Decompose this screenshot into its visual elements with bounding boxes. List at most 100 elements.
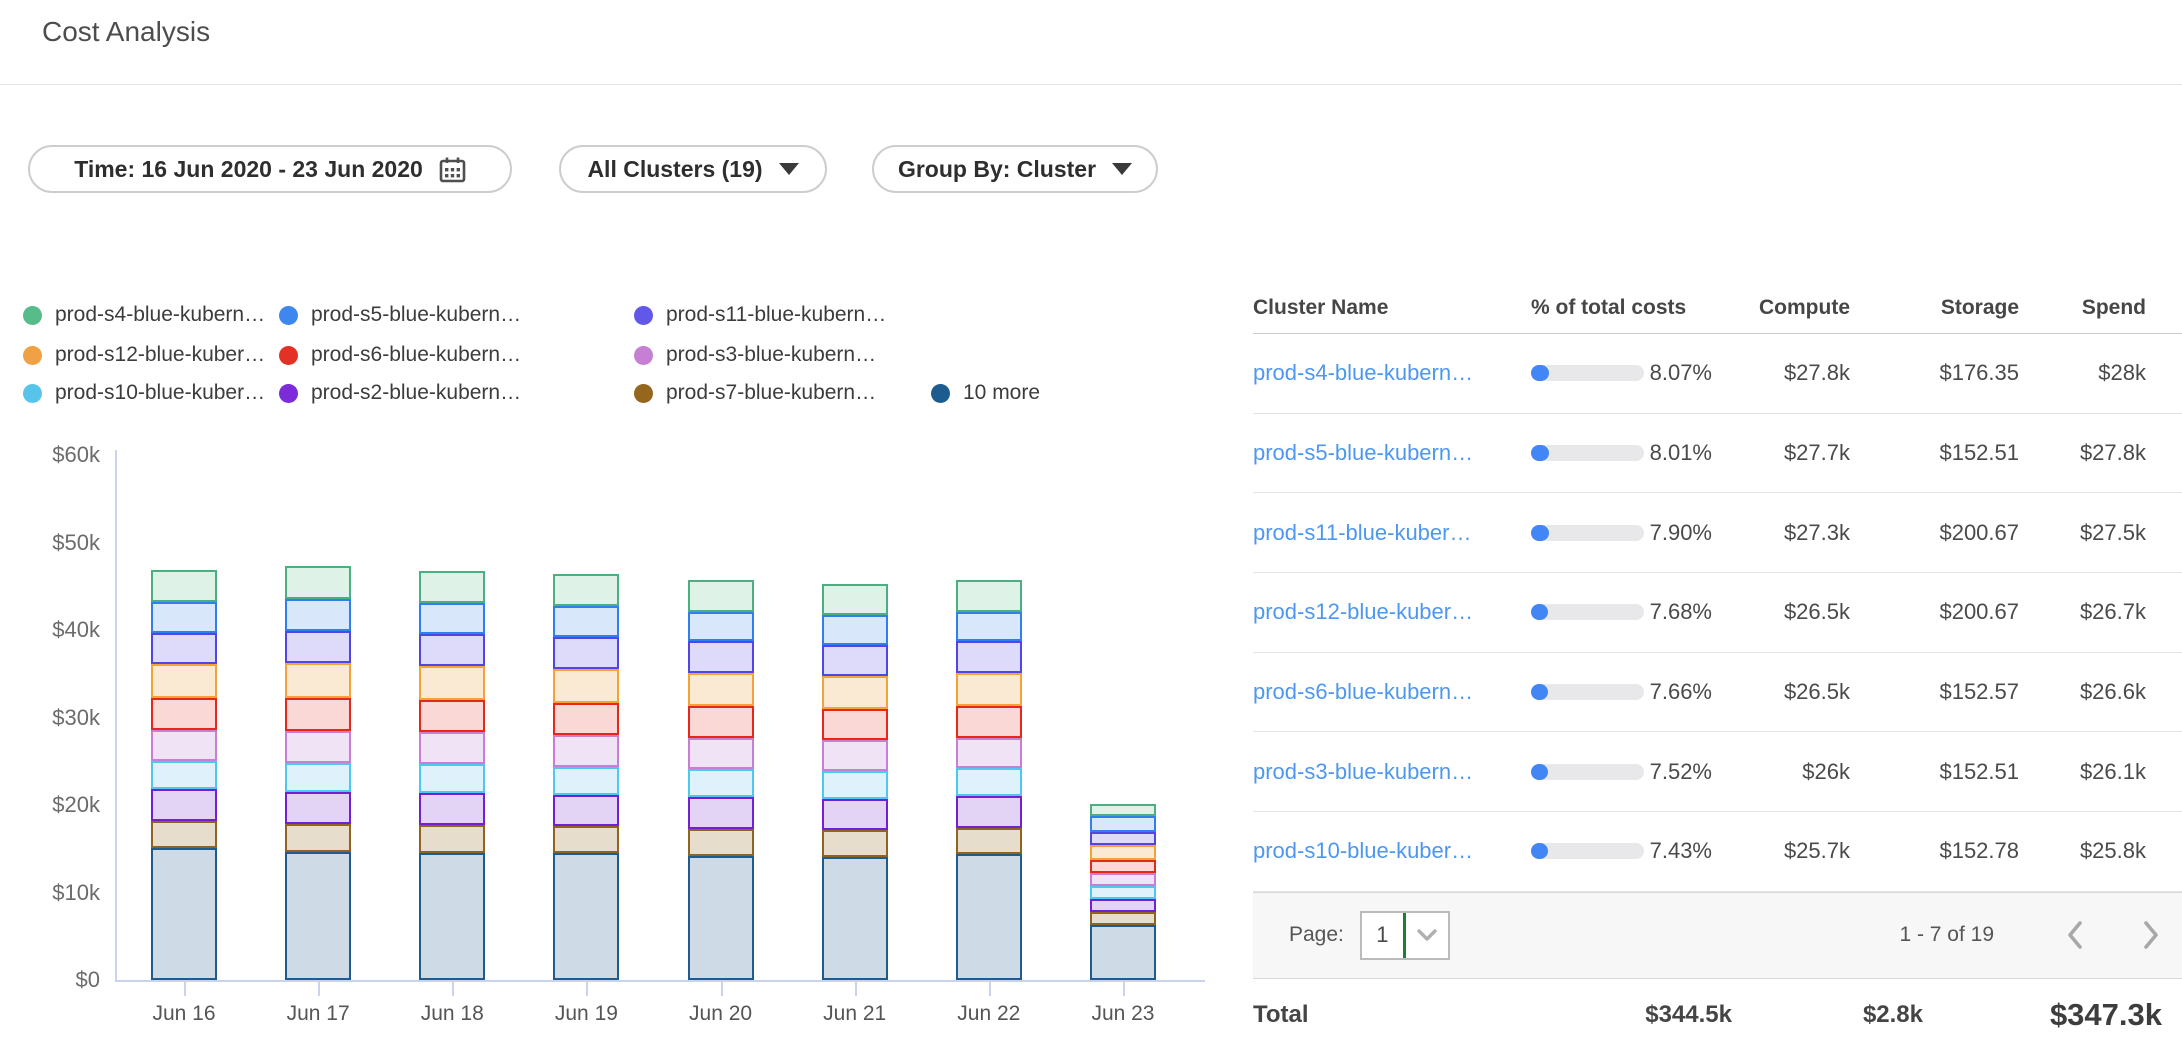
bar-segment[interactable]: [1089, 898, 1156, 912]
bar-segment[interactable]: [553, 574, 620, 607]
group-by-dropdown[interactable]: Group By: Cluster: [872, 145, 1158, 193]
bar-segment[interactable]: [553, 853, 620, 980]
bar-segment[interactable]: [821, 856, 888, 980]
legend-item[interactable]: prod-s11-blue-kubern…: [634, 303, 886, 327]
bar-segment[interactable]: [955, 706, 1022, 738]
bar-segment[interactable]: [553, 668, 620, 703]
cluster-name-link[interactable]: prod-s5-blue-kubern…: [1253, 440, 1474, 466]
cluster-name-link[interactable]: prod-s6-blue-kubern…: [1253, 679, 1474, 705]
legend-item[interactable]: prod-s3-blue-kubern…: [634, 343, 876, 367]
bar-segment[interactable]: [1089, 873, 1156, 887]
bar-segment[interactable]: [955, 854, 1022, 980]
bar-segment[interactable]: [553, 702, 620, 735]
bar-segment[interactable]: [151, 820, 217, 848]
bar-segment[interactable]: [687, 737, 754, 770]
bar-segment[interactable]: [285, 852, 352, 980]
bar-segment[interactable]: [285, 763, 352, 792]
legend-item[interactable]: prod-s12-blue-kuber…: [23, 343, 265, 367]
bar-segment[interactable]: [955, 641, 1022, 673]
bar-segment[interactable]: [285, 566, 352, 600]
bar-segment[interactable]: [419, 700, 486, 733]
bar-segment[interactable]: [821, 740, 888, 771]
bar-segment[interactable]: [285, 698, 352, 731]
bar-segment[interactable]: [419, 570, 486, 603]
bar-segment[interactable]: [285, 824, 352, 853]
bar-segment[interactable]: [553, 606, 620, 637]
bar-segment[interactable]: [419, 792, 486, 826]
bar-segment[interactable]: [955, 768, 1022, 797]
bar-segment[interactable]: [821, 708, 888, 741]
bar-segment[interactable]: [419, 732, 486, 764]
bar-segment[interactable]: [687, 706, 754, 738]
cluster-name-link[interactable]: prod-s11-blue-kuber…: [1253, 519, 1472, 545]
bar-segment[interactable]: [821, 583, 888, 616]
bar-segment[interactable]: [151, 847, 217, 980]
next-page-button[interactable]: [2142, 920, 2160, 950]
bar-segment[interactable]: [955, 796, 1022, 828]
bar-segment[interactable]: [687, 797, 754, 829]
bar-segment[interactable]: [151, 729, 217, 762]
bar-segment[interactable]: [1089, 816, 1156, 833]
bar-segment[interactable]: [151, 664, 217, 699]
bar-segment[interactable]: [553, 766, 620, 795]
bar-segment[interactable]: [419, 633, 486, 666]
bar-segment[interactable]: [419, 853, 486, 980]
bar-segment[interactable]: [285, 599, 352, 631]
bar-segment[interactable]: [955, 672, 1022, 707]
bar-segment[interactable]: [553, 826, 620, 854]
bar-segment[interactable]: [955, 580, 1022, 612]
bar-segment[interactable]: [285, 663, 352, 699]
bar-segment[interactable]: [285, 730, 352, 763]
legend-item[interactable]: prod-s2-blue-kubern…: [279, 381, 521, 405]
bar-segment[interactable]: [1089, 886, 1156, 899]
cluster-name-link[interactable]: prod-s12-blue-kuber…: [1253, 599, 1474, 625]
bar-segment[interactable]: [151, 761, 217, 790]
bar-segment[interactable]: [1089, 860, 1156, 874]
bar-segment[interactable]: [151, 698, 217, 730]
cluster-name-link[interactable]: prod-s4-blue-kubern…: [1253, 360, 1474, 386]
legend-item[interactable]: prod-s7-blue-kubern…: [634, 381, 876, 405]
time-range-filter[interactable]: Time: 16 Jun 2020 - 23 Jun 2020: [28, 145, 512, 193]
page-select[interactable]: 1: [1359, 910, 1450, 960]
bar-segment[interactable]: [553, 637, 620, 669]
bar-segment[interactable]: [419, 665, 486, 700]
bar-segment[interactable]: [821, 798, 888, 831]
bar-segment[interactable]: [419, 763, 486, 793]
bar-segment[interactable]: [419, 825, 486, 854]
legend-item[interactable]: prod-s5-blue-kubern…: [279, 303, 521, 327]
clusters-filter-dropdown[interactable]: All Clusters (19): [559, 145, 827, 193]
legend-item[interactable]: 10 more: [931, 381, 1040, 405]
bar-segment[interactable]: [285, 791, 352, 825]
bar-segment[interactable]: [1089, 924, 1156, 980]
bar-segment[interactable]: [553, 794, 620, 826]
bar-segment[interactable]: [687, 580, 754, 612]
bar-segment[interactable]: [285, 630, 352, 664]
bar-segment[interactable]: [821, 830, 888, 857]
bar-segment[interactable]: [151, 789, 217, 821]
cluster-name-link[interactable]: prod-s10-blue-kuber…: [1253, 838, 1474, 864]
bar-segment[interactable]: [955, 737, 1022, 769]
bar-segment[interactable]: [687, 855, 754, 980]
bar-segment[interactable]: [151, 602, 217, 633]
bar-segment[interactable]: [687, 672, 754, 707]
prev-page-button[interactable]: [2066, 920, 2084, 950]
bar-segment[interactable]: [1089, 832, 1156, 846]
bar-segment[interactable]: [687, 611, 754, 642]
bar-segment[interactable]: [687, 769, 754, 798]
bar-segment[interactable]: [821, 770, 888, 799]
bar-segment[interactable]: [1089, 804, 1156, 817]
cluster-name-link[interactable]: prod-s3-blue-kubern…: [1253, 758, 1474, 784]
legend-item[interactable]: prod-s10-blue-kuber…: [23, 381, 265, 405]
bar-segment[interactable]: [151, 632, 217, 665]
bar-segment[interactable]: [1089, 911, 1156, 925]
bar-segment[interactable]: [553, 735, 620, 767]
bar-segment[interactable]: [821, 675, 888, 709]
bar-segment[interactable]: [955, 827, 1022, 854]
legend-item[interactable]: prod-s6-blue-kubern…: [279, 343, 521, 367]
bar-segment[interactable]: [1089, 845, 1156, 861]
bar-segment[interactable]: [821, 615, 888, 645]
bar-segment[interactable]: [419, 602, 486, 634]
bar-segment[interactable]: [151, 569, 217, 602]
bar-segment[interactable]: [687, 641, 754, 673]
bar-segment[interactable]: [821, 644, 888, 676]
